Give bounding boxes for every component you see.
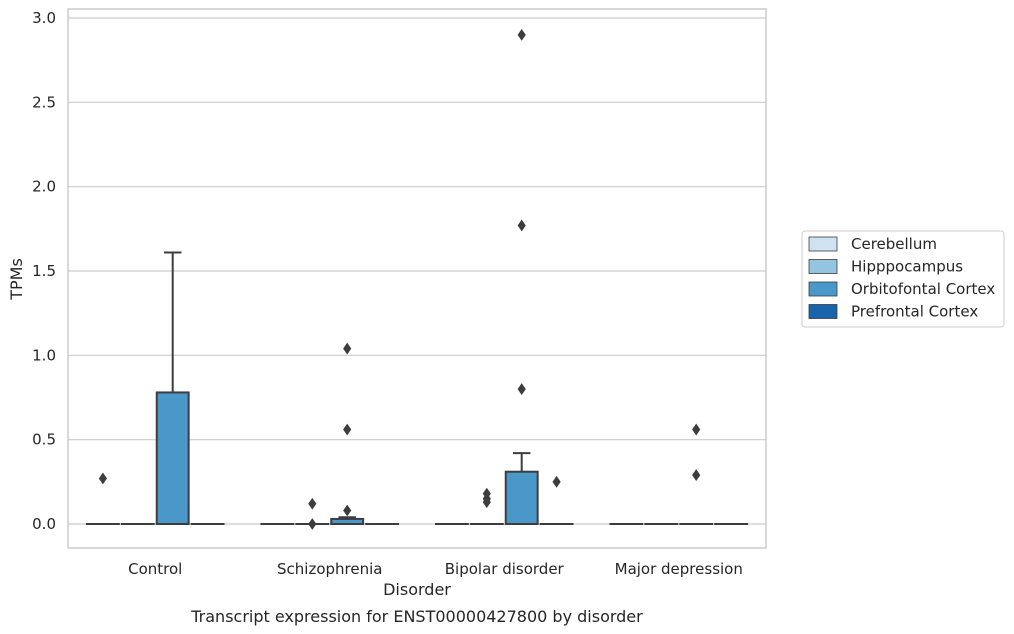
legend-label: Orbitofontal Cortex xyxy=(851,280,995,298)
legend-swatch xyxy=(808,259,838,274)
y-tick-label: 2.0 xyxy=(32,178,56,196)
box-orbitofontal-cortex xyxy=(679,423,714,526)
outlier-point xyxy=(343,423,352,436)
x-tick-label: Bipolar disorder xyxy=(445,560,565,578)
box-hipppocampus xyxy=(469,487,504,526)
y-axis-ticks: 0.0 0.5 1.0 1.5 2.0 2.5 3.0 xyxy=(32,9,56,533)
box-iqr xyxy=(155,391,190,525)
outlier-point xyxy=(308,497,317,510)
box-orbitofontal-cortex xyxy=(330,342,365,526)
legend-swatch xyxy=(808,304,838,319)
y-tick-label: 3.0 xyxy=(32,9,56,27)
y-tick-label: 1.5 xyxy=(32,262,56,280)
outlier-point xyxy=(692,423,701,436)
x-tick-label: Schizophrenia xyxy=(277,560,382,578)
outlier-point xyxy=(482,487,491,500)
legend: Cerebellum Hipppocampus Orbitofontal Corte… xyxy=(801,230,1005,328)
box-layer xyxy=(85,28,749,530)
x-axis-ticks: Control Schizophrenia Bipolar disorder Majo… xyxy=(128,560,743,578)
outlier-point xyxy=(552,475,561,488)
box-cerebellum xyxy=(85,472,120,526)
legend-label: Cerebellum xyxy=(851,235,937,253)
y-tick-label: 1.0 xyxy=(32,346,56,364)
box-hipppocampus xyxy=(295,497,330,530)
outlier-point xyxy=(98,472,107,485)
legend-label: Hipppocampus xyxy=(851,258,963,276)
y-tick-label: 2.5 xyxy=(32,93,56,111)
y-tick-label: 0.5 xyxy=(32,431,56,449)
outlier-point xyxy=(517,383,526,395)
outlier-point xyxy=(517,28,526,41)
x-axis-label: Disorder xyxy=(383,580,451,599)
outlier-point xyxy=(343,504,352,517)
plot-frame xyxy=(67,8,767,549)
box-orbitofontal-cortex xyxy=(155,251,190,525)
x-tick-label: Control xyxy=(128,560,182,578)
y-axis-label: TPMs xyxy=(7,258,26,301)
legend-swatch xyxy=(808,236,838,252)
x-tick-label: Major depression xyxy=(615,560,743,578)
legend-frame xyxy=(801,230,1005,328)
outlier-point xyxy=(308,518,317,530)
y-tick-label: 0.0 xyxy=(32,515,56,533)
box-iqr xyxy=(504,470,539,526)
box-orbitofontal-cortex xyxy=(504,28,539,526)
legend-swatch xyxy=(808,281,838,297)
chart-caption: Transcript expression for ENST0000042780… xyxy=(190,607,643,626)
outlier-point xyxy=(692,469,701,481)
legend-label: Prefrontal Cortex xyxy=(851,303,978,321)
outlier-point xyxy=(517,219,526,232)
outlier-point xyxy=(343,342,352,355)
box-prefrontal-cortex xyxy=(539,475,574,526)
